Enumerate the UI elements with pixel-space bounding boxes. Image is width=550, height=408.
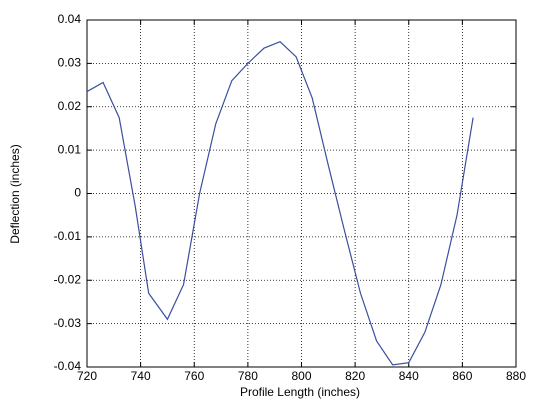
x-axis-label: Profile Length (inches) — [240, 385, 360, 399]
plot-frame — [86, 19, 517, 368]
x-tick-label: 800 — [291, 369, 311, 383]
x-tick-label: 780 — [238, 369, 258, 383]
y-tick-label: -0.02 — [54, 272, 82, 286]
x-tick-label: 720 — [77, 369, 97, 383]
y-tick-label: 0.01 — [58, 142, 82, 156]
x-tick-label: 880 — [506, 369, 526, 383]
data-line — [86, 40, 474, 366]
y-tick-label: -0.03 — [54, 316, 82, 330]
x-tick-label: 860 — [452, 369, 472, 383]
y-tick-label: 0.03 — [58, 56, 82, 70]
x-tick-label: 840 — [399, 369, 419, 383]
y-axis-label: Deflection (inches) — [8, 144, 22, 243]
y-tick-label: 0.04 — [58, 12, 82, 26]
x-tick-label: 820 — [345, 369, 365, 383]
x-tick-label: 740 — [131, 369, 151, 383]
y-tick-label: 0.02 — [58, 99, 82, 113]
x-tick-label: 760 — [184, 369, 204, 383]
y-tick-label: -0.04 — [54, 359, 82, 373]
y-tick-label: 0 — [74, 186, 81, 200]
y-tick-label: -0.01 — [54, 229, 82, 243]
